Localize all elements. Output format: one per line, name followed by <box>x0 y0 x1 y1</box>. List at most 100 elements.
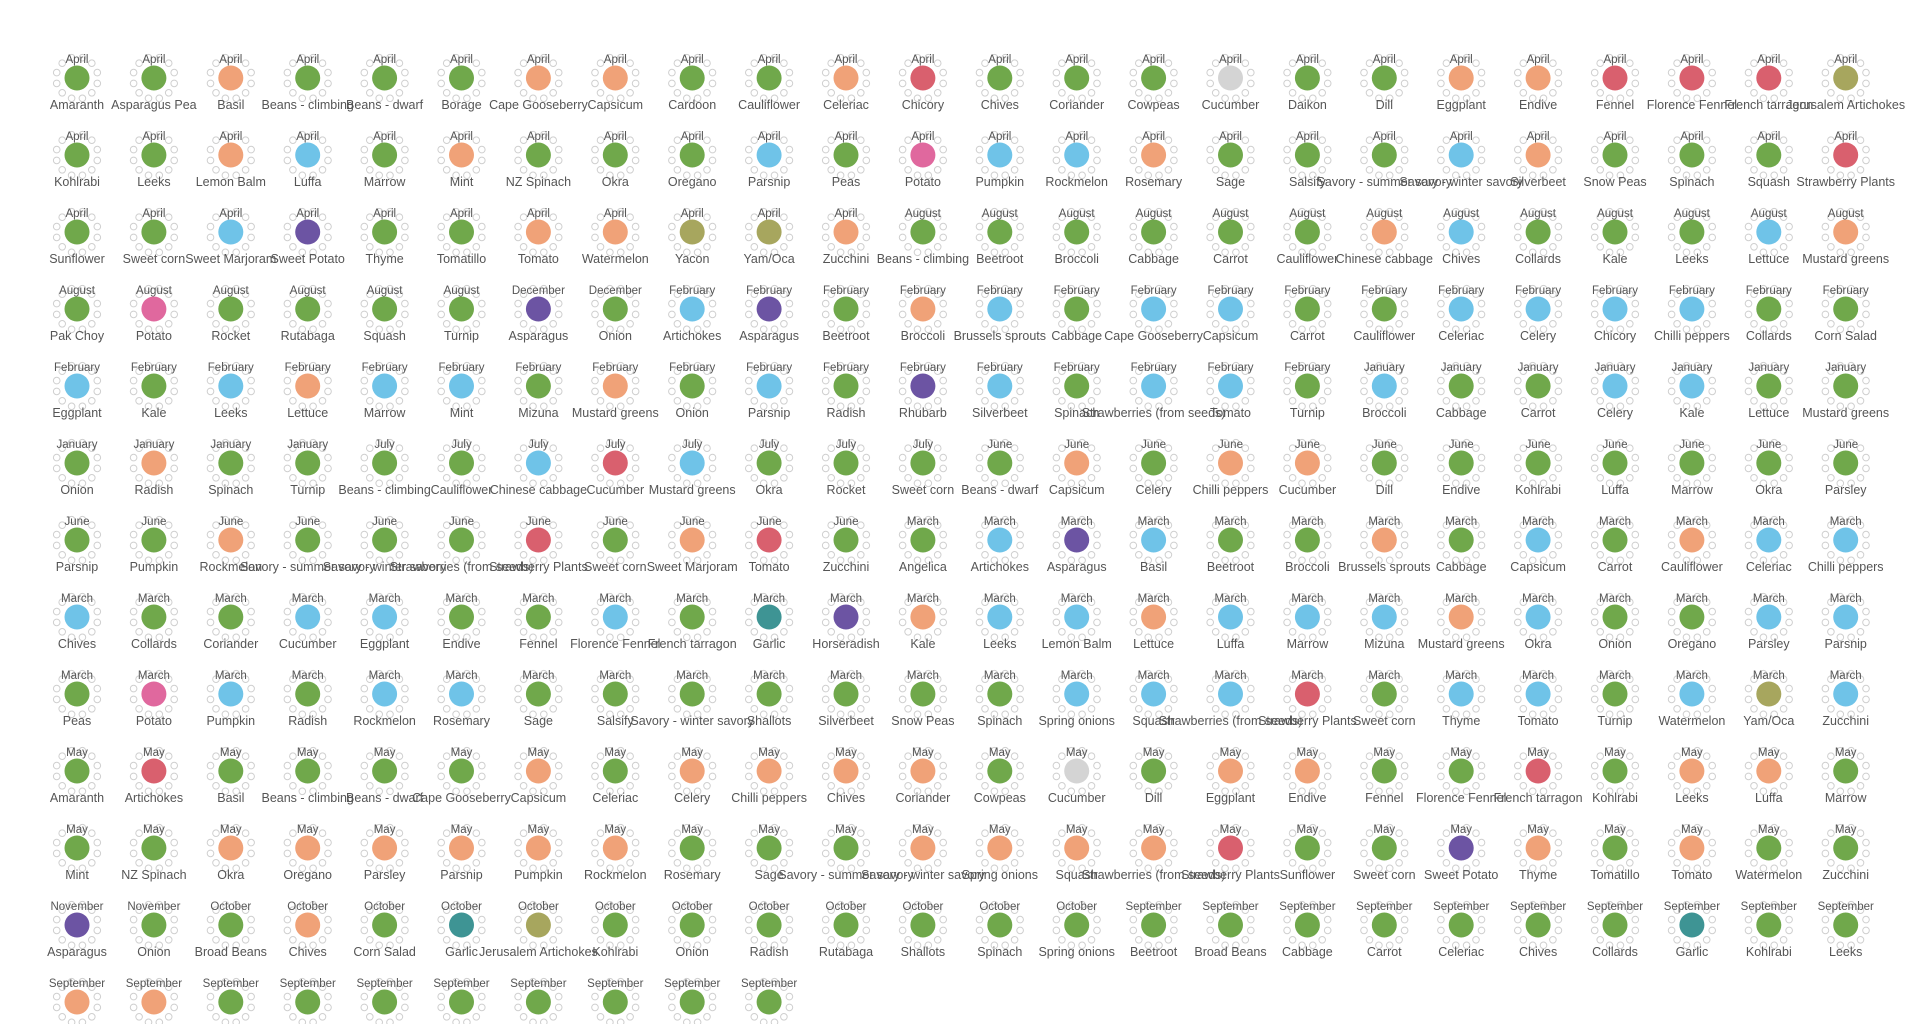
month-slot-dot <box>1514 684 1522 693</box>
month-slot-dot <box>975 387 984 396</box>
month-slot-dot <box>283 299 292 308</box>
month-slot-dot <box>289 936 297 944</box>
month-slot-dot <box>631 926 640 935</box>
plant-dot <box>525 219 551 245</box>
plant-dot <box>833 296 859 322</box>
month-slot-dot <box>1360 222 1368 231</box>
month-slot-dot <box>596 859 605 867</box>
month-slot-dot <box>135 705 143 713</box>
month-slot-dot <box>785 299 794 308</box>
plant-label: Kohlrabi <box>54 175 100 189</box>
month-slot-dot <box>1395 397 1403 405</box>
month-slot-dot <box>1437 541 1445 550</box>
month-slot-dot <box>52 233 61 242</box>
month-slot-dot <box>452 325 460 334</box>
month-slot-dot <box>366 936 374 944</box>
plant-dot <box>756 142 782 168</box>
month-slot-dot <box>1164 397 1173 405</box>
month-slot-dot <box>1052 233 1061 242</box>
plant-dot <box>1679 604 1705 630</box>
plant-dot <box>1064 681 1090 707</box>
month-slot-dot <box>375 130 384 139</box>
month-slot-dot <box>1477 926 1486 935</box>
plant-label: French tarragon <box>1724 98 1813 112</box>
month-slot-dot <box>135 1013 143 1021</box>
month-slot-dot <box>1539 53 1548 62</box>
month-slot-dot <box>1129 453 1138 462</box>
month-label: February <box>823 285 869 297</box>
plant-label: Lemon Balm <box>196 175 266 189</box>
plant-dot <box>1371 296 1397 322</box>
plant-dot <box>987 758 1013 784</box>
month-slot-dot <box>212 752 220 761</box>
month-slot-dot <box>1058 628 1066 636</box>
month-slot-dot <box>1528 325 1537 334</box>
month-slot-dot <box>1596 551 1604 559</box>
month-slot-dot <box>862 376 871 385</box>
month-slot-dot <box>1554 530 1563 539</box>
plant-label: Marrow <box>1825 791 1868 805</box>
plant-dot <box>1756 219 1782 245</box>
month-slot-dot <box>1206 695 1214 704</box>
month-slot-dot <box>452 130 460 139</box>
plant-dot <box>1371 604 1397 630</box>
month-slot-dot <box>247 992 255 1001</box>
month-slot-dot <box>1539 130 1548 139</box>
plant-label: Okra <box>602 175 629 189</box>
month-slot-dot <box>437 849 446 858</box>
month-slot-dot <box>673 290 682 299</box>
plant-label: Fennel <box>519 637 557 651</box>
month-slot-dot <box>1360 453 1368 462</box>
month-slot-dot <box>247 79 255 88</box>
month-slot-dot <box>247 376 255 385</box>
month-slot-dot <box>1360 145 1368 154</box>
plant-label: Cucumber <box>586 483 644 497</box>
month-slot-dot <box>1519 290 1528 299</box>
month-label: May <box>1527 747 1549 759</box>
month-slot-dot <box>1616 325 1625 334</box>
month-slot-dot <box>780 521 788 530</box>
month-slot-dot <box>939 68 948 77</box>
month-slot-dot <box>1206 607 1214 616</box>
month-slot-dot <box>1744 387 1753 396</box>
month-slot-dot <box>1472 243 1480 251</box>
month-slot-dot <box>1052 541 1061 550</box>
month-slot-dot <box>1631 915 1640 924</box>
month-slot-dot <box>626 859 634 867</box>
month-slot-dot <box>478 376 486 385</box>
month-slot-dot <box>170 464 178 473</box>
month-slot-dot <box>283 79 292 88</box>
month-slot-dot <box>1702 397 1711 405</box>
plant-label: Mizuna <box>518 406 558 420</box>
month-slot-dot <box>750 936 759 944</box>
month-slot-dot <box>1821 464 1830 473</box>
plant-dot <box>525 835 551 861</box>
month-label: February <box>1746 285 1792 297</box>
month-slot-dot <box>847 284 856 293</box>
month-label: January <box>1748 362 1789 374</box>
month-slot-dot <box>129 761 138 770</box>
plant-label: Silverbeet <box>972 406 1028 420</box>
month-slot-dot <box>1750 474 1758 482</box>
month-slot-dot <box>1528 207 1537 216</box>
month-slot-dot <box>1590 222 1599 231</box>
month-slot-dot <box>1673 936 1681 944</box>
month-label: April <box>1142 131 1165 143</box>
plant-label: Spinach <box>977 714 1022 728</box>
month-slot-dot <box>1554 772 1563 781</box>
month-slot-dot <box>1437 772 1445 781</box>
month-slot-dot <box>309 207 317 216</box>
